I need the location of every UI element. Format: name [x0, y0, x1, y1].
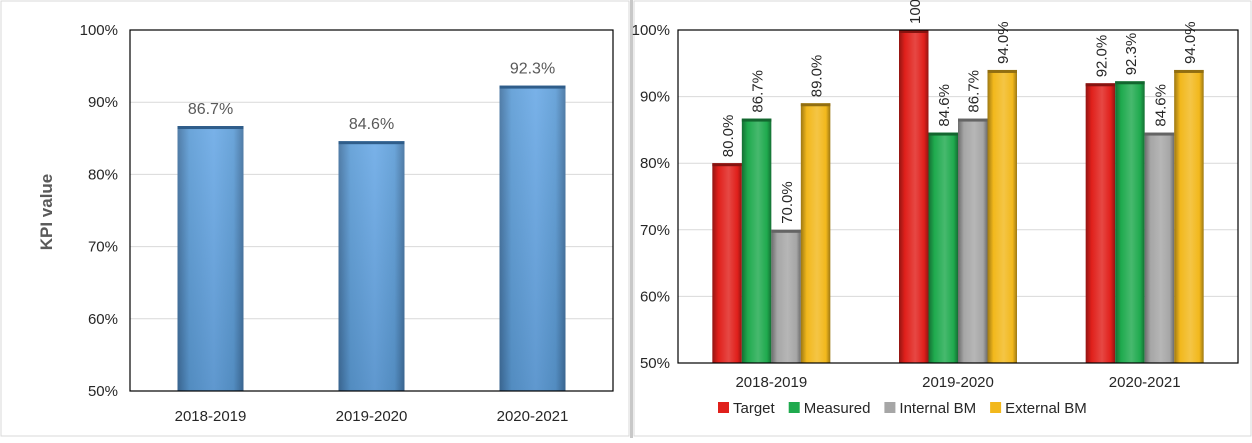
right-bar-top: [1174, 69, 1204, 73]
right-bar: [1115, 81, 1145, 364]
legend-swatch: [884, 402, 896, 413]
right-data-label: 80.0%: [720, 115, 737, 158]
left-y-tick-label: 100%: [80, 22, 118, 39]
left-bar-shade: [338, 141, 405, 391]
left-x-tick-label: 2018-2019: [175, 408, 247, 425]
right-bar: [928, 132, 958, 363]
right-data-label: 94.0%: [995, 21, 1012, 64]
right-bar-top: [800, 103, 831, 107]
right-x-tick-label: 2020-2021: [1109, 374, 1181, 391]
left-data-label: 86.7%: [188, 101, 233, 118]
left-data-label: 84.6%: [349, 116, 394, 133]
left-y-tick-label: 50%: [88, 383, 118, 400]
legend-swatch: [788, 402, 800, 413]
left-bar-top: [338, 141, 405, 145]
right-bars: [712, 30, 1204, 364]
right-y-tick-label: 100%: [632, 22, 670, 39]
right-plot-frame: [677, 29, 1239, 364]
right-data-label: 92.0%: [1093, 35, 1110, 78]
left-data-label: 92.3%: [510, 61, 555, 78]
left-bar-shade: [177, 126, 244, 391]
right-y-tick-label: 50%: [640, 355, 670, 372]
right-data-label: 89.0%: [809, 55, 826, 98]
right-bar: [712, 163, 742, 363]
right-data-label: 86.7%: [750, 70, 767, 113]
right-bar-top: [1144, 132, 1175, 136]
left-x-tick-label: 2020-2021: [497, 408, 569, 425]
right-bar-top: [1085, 83, 1116, 87]
left-y-tick-label: 80%: [88, 166, 118, 183]
right-bar-top: [928, 132, 958, 136]
left-y-tick-label: 70%: [88, 239, 118, 256]
right-legend: Target Measured Internal BM External BM: [718, 400, 1087, 417]
left-data-labels: 86.7% 84.6% 92.3%: [188, 61, 555, 134]
left-bar-top: [499, 85, 566, 89]
right-bar-top: [958, 118, 988, 122]
right-bar-top: [899, 30, 929, 33]
right-x-tick-labels: 2018-2019 2019-2020 2020-2021: [735, 374, 1180, 391]
right-y-tick-label: 60%: [640, 288, 670, 305]
legend-label: External BM: [1005, 400, 1087, 417]
right-x-tick-label: 2019-2020: [922, 374, 994, 391]
left-y-tick-labels: 50% 60% 70% 80% 90% 100%: [80, 22, 118, 400]
right-bar: [741, 118, 772, 363]
right-data-labels: 80.0% 86.7% 70.0% 89.0% 100.0% 84.6% 86.7% 94.0…: [720, 0, 1199, 224]
right-bar: [1174, 69, 1204, 364]
left-y-tick-label: 90%: [88, 94, 118, 111]
right-bar: [958, 118, 988, 363]
right-data-label: 100.0%: [907, 0, 924, 24]
left-plot-frame: [129, 29, 614, 392]
legend-label: Internal BM: [899, 400, 976, 417]
right-data-label: 84.6%: [936, 84, 953, 127]
left-y-tick-label: 60%: [88, 311, 118, 328]
right-data-label: 94.0%: [1182, 21, 1199, 64]
left-x-tick-label: 2019-2020: [336, 408, 408, 425]
right-bar: [987, 69, 1017, 364]
right-y-tick-labels: 50% 60% 70% 80% 90% 100%: [632, 22, 670, 372]
left-bar-shade: [499, 85, 566, 392]
right-bar-top: [1115, 81, 1145, 85]
right-x-tick-label: 2018-2019: [735, 374, 807, 391]
legend-label: Target: [733, 400, 776, 417]
left-bar-top: [177, 126, 244, 130]
legend-swatch: [990, 402, 1002, 413]
right-y-tick-label: 70%: [640, 222, 670, 239]
right-bar: [899, 30, 929, 363]
right-bar: [1144, 132, 1175, 363]
right-bar: [1085, 83, 1116, 363]
right-bar-top: [987, 69, 1017, 73]
right-y-tick-label: 80%: [640, 155, 670, 172]
left-bars: [177, 85, 566, 392]
right-data-label: 84.6%: [1152, 84, 1169, 127]
right-data-label: 70.0%: [779, 181, 796, 224]
right-bar: [771, 229, 801, 363]
legend-label: Measured: [804, 400, 871, 417]
right-bar-top: [712, 163, 742, 167]
left-x-tick-labels: 2018-2019 2019-2020 2020-2021: [175, 408, 569, 425]
right-data-label: 86.7%: [966, 70, 983, 113]
right-bar-top: [741, 118, 772, 122]
left-y-axis-label: KPI value: [37, 174, 56, 251]
right-bar: [800, 103, 831, 363]
right-y-tick-label: 90%: [640, 89, 670, 106]
right-data-label: 92.3%: [1123, 33, 1140, 76]
legend-swatch: [718, 402, 729, 413]
right-bar-top: [771, 229, 801, 233]
